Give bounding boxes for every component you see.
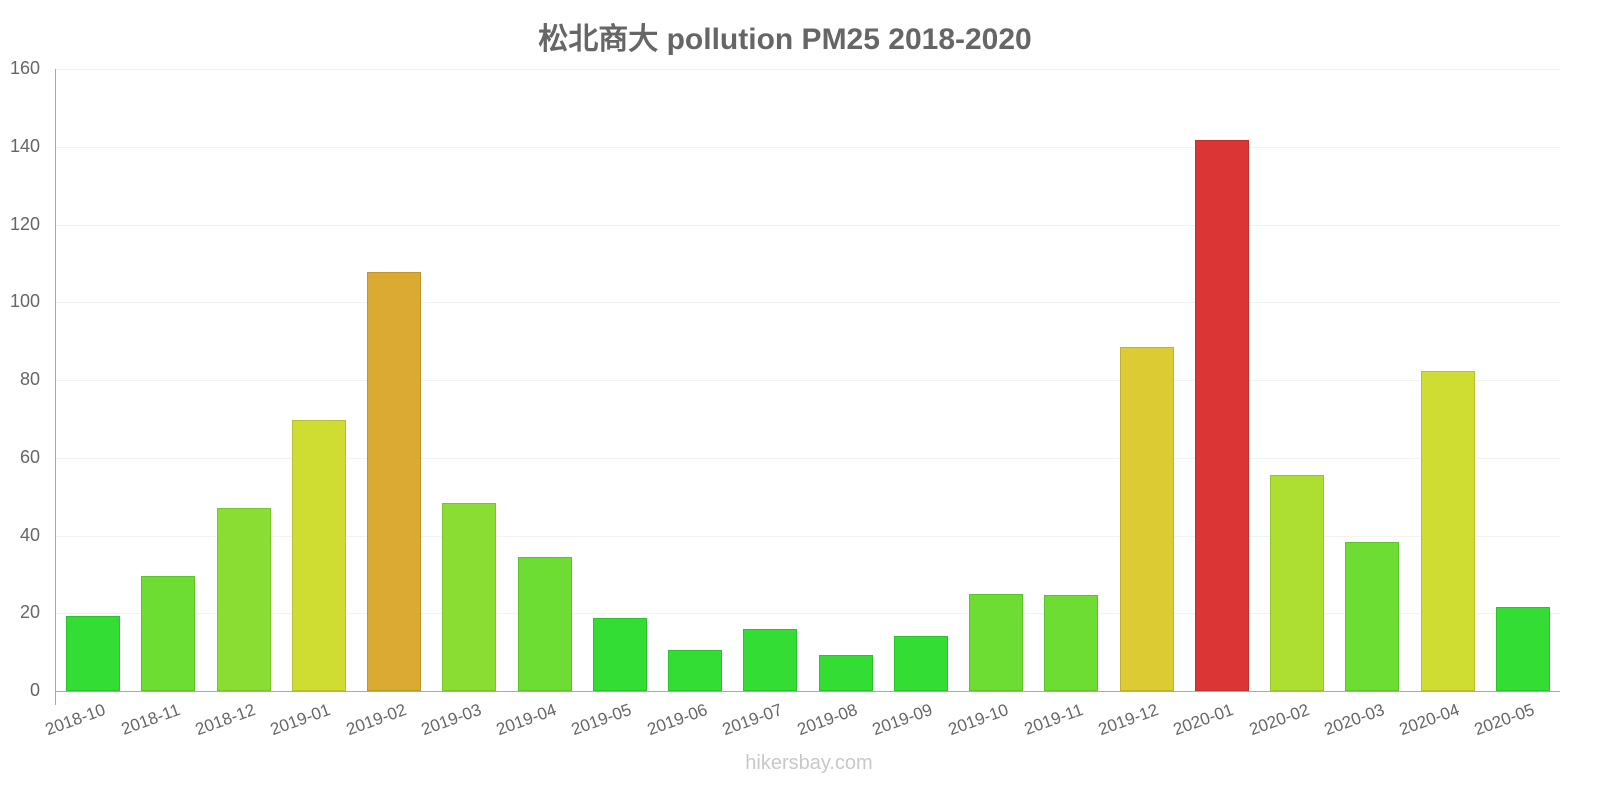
x-tick-label: 2020-03 bbox=[1321, 700, 1387, 740]
x-tick-label: 2019-09 bbox=[870, 700, 936, 740]
x-tick-label: 2019-11 bbox=[1021, 700, 1086, 739]
bar-2019-01[interactable] bbox=[291, 420, 346, 691]
x-tick-label: 2019-07 bbox=[719, 700, 785, 740]
x-tick-label: 2019-06 bbox=[644, 700, 710, 740]
x-tick-label: 2019-01 bbox=[268, 700, 334, 740]
bar-2019-11[interactable] bbox=[1044, 594, 1099, 691]
x-tick-label: 2020-01 bbox=[1171, 700, 1237, 740]
y-tick-label: 100 bbox=[9, 291, 40, 312]
y-axis-line bbox=[55, 69, 56, 705]
x-tick-label: 2019-05 bbox=[569, 700, 635, 740]
bar-2020-04[interactable] bbox=[1420, 371, 1475, 691]
x-tick-label: 2020-04 bbox=[1396, 700, 1462, 740]
y-tick-label: 40 bbox=[19, 524, 40, 545]
x-tick-label: 2019-10 bbox=[945, 700, 1011, 740]
gridline bbox=[56, 535, 1560, 537]
gridline bbox=[56, 146, 1560, 148]
bar-2019-10[interactable] bbox=[969, 593, 1023, 691]
bar-2019-04[interactable] bbox=[517, 556, 572, 691]
gridline bbox=[56, 302, 1560, 304]
x-tick-label: 2020-05 bbox=[1472, 700, 1538, 740]
x-axis-line bbox=[55, 691, 1560, 692]
x-tick-label: 2019-02 bbox=[343, 700, 409, 740]
y-tick-label: 160 bbox=[9, 58, 40, 78]
x-tick-label: 2019-08 bbox=[794, 700, 860, 740]
bar-2018-12[interactable] bbox=[216, 507, 271, 691]
gridline bbox=[56, 613, 1560, 615]
bar-2020-03[interactable] bbox=[1345, 542, 1400, 691]
y-tick-label: 80 bbox=[19, 369, 40, 389]
bar-2019-02[interactable] bbox=[367, 271, 421, 691]
gridline bbox=[56, 69, 1560, 70]
bar-2019-03[interactable] bbox=[442, 502, 497, 691]
bar-2019-12[interactable] bbox=[1119, 346, 1174, 691]
x-tick-label: 2018-12 bbox=[192, 700, 258, 740]
bar-2020-02[interactable] bbox=[1270, 474, 1324, 691]
bar-2018-11[interactable] bbox=[141, 575, 196, 691]
y-tick-label: 20 bbox=[19, 602, 40, 623]
x-tick-label: 2020-02 bbox=[1246, 700, 1312, 740]
bar-2019-09[interactable] bbox=[893, 636, 948, 691]
bar-2020-05[interactable] bbox=[1495, 607, 1550, 691]
x-tick-label: 2019-04 bbox=[493, 700, 559, 740]
chart-title: 松北商大 pollution PM25 2018-2020 bbox=[538, 23, 1032, 56]
y-tick-label: 0 bbox=[29, 680, 40, 700]
x-tick-label: 2019-03 bbox=[418, 700, 484, 740]
gridline bbox=[56, 224, 1560, 226]
bar-2018-10[interactable] bbox=[66, 615, 120, 691]
x-tick-label: 2018-10 bbox=[42, 700, 108, 740]
gridline bbox=[56, 380, 1560, 381]
bar-2020-01[interactable] bbox=[1194, 140, 1249, 691]
y-tick-label: 60 bbox=[19, 446, 40, 467]
gridline bbox=[56, 457, 1560, 459]
x-tick-label: 2019-12 bbox=[1095, 700, 1161, 740]
y-tick-label: 140 bbox=[9, 135, 40, 156]
bar-2019-08[interactable] bbox=[818, 654, 873, 691]
y-tick-label: 120 bbox=[9, 213, 40, 234]
watermark: hikersbay.com bbox=[745, 752, 873, 774]
bar-2019-06[interactable] bbox=[668, 650, 722, 691]
x-tick-label: 2018-11 bbox=[118, 700, 183, 739]
bar-2019-05[interactable] bbox=[592, 617, 647, 691]
bar-2019-07[interactable] bbox=[743, 629, 798, 691]
